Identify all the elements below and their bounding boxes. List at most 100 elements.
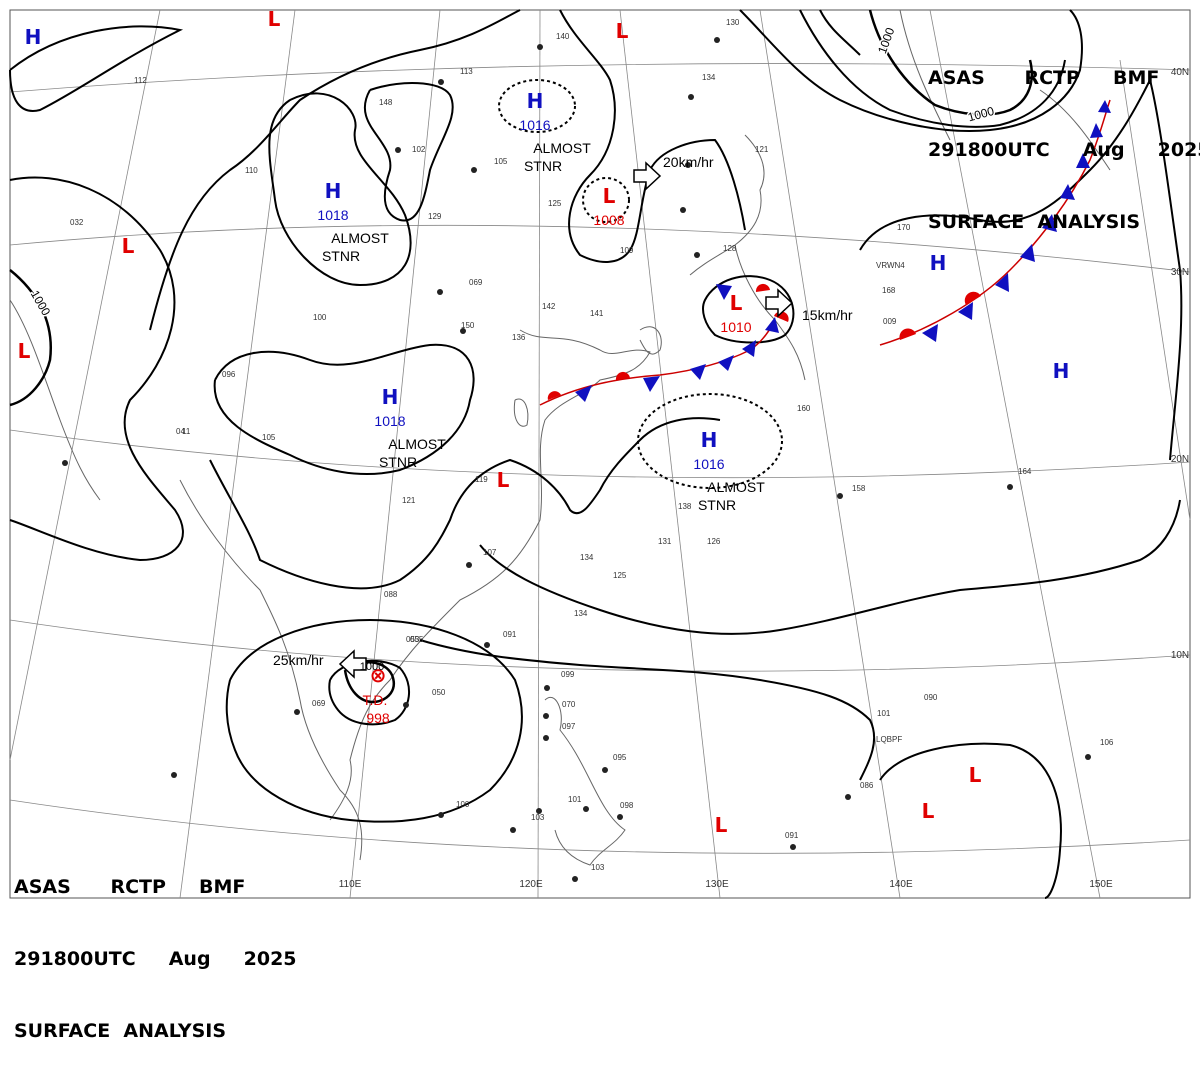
latitude-label: 10N: [1171, 650, 1189, 661]
station-pressure: 148: [379, 98, 393, 107]
low-center-6: ⊗ 998 T.D.: [363, 663, 390, 726]
longitude-line-100e: [9, 9, 161, 761]
system-letter: H: [25, 25, 42, 49]
station-pressure: 164: [1018, 467, 1032, 476]
station-labels: 140 113 148 102 105 129 125 130 134 121 109 128 170 1…: [70, 18, 1114, 872]
isobar-central-big: [209, 417, 721, 590]
longitude-line-150e: [759, 9, 901, 899]
header-top-line3: SURFACE ANALYSIS: [928, 211, 1141, 233]
latitude-line-20n: [9, 429, 1191, 479]
station-pressure: 095: [613, 753, 627, 762]
motion-note: ALMOST: [707, 479, 765, 495]
station-pressure: 091: [785, 831, 799, 840]
latitude-line-0: [9, 799, 1191, 854]
high-center-7: H: [25, 25, 42, 49]
isobar-japan-l: [702, 275, 795, 344]
station-pressure: 109: [620, 246, 634, 255]
dotted-isobar-north-h: [498, 79, 576, 133]
high-center-8: H: [930, 251, 947, 275]
station-pressure: 105: [494, 157, 508, 166]
longitude-label: 140E: [889, 879, 913, 890]
longitude-label: 130E: [705, 879, 729, 890]
system-letter: L: [497, 468, 510, 492]
central-pressure: 1018: [317, 207, 348, 223]
system-letter: L: [969, 763, 982, 787]
isobar-north-big: [149, 9, 746, 331]
station-pressure: 160: [797, 404, 811, 413]
motion-note: ALMOST: [331, 230, 389, 246]
isobar-value-label: 1000: [360, 661, 384, 673]
longitude-line-140e: [619, 9, 721, 899]
station-pressure: 050: [432, 688, 446, 697]
station-pressure: 106: [1100, 738, 1114, 747]
station-pressure: 125: [613, 571, 627, 580]
isobar-td-outer: [225, 618, 523, 823]
station-pressure: 134: [574, 609, 588, 618]
latitude-label: 40N: [1171, 67, 1189, 78]
low-center-16: L: [969, 763, 982, 787]
station-pressure: 158: [852, 484, 866, 493]
low-center-15: L: [715, 813, 728, 837]
station-pressure: 100: [456, 800, 470, 809]
system-letter: L: [616, 19, 629, 43]
high-center-2: H 1018 ALMOST STNR: [374, 385, 446, 470]
motion-labels: 20km/hr 15km/hr 25km/hr: [273, 154, 853, 668]
isobar-aleutian-2: [799, 9, 1066, 128]
longitude-line-110e: [179, 9, 296, 899]
longitude-line-120e: [349, 9, 441, 899]
station-pressure: 069: [312, 699, 326, 708]
system-letter: L: [18, 339, 31, 363]
ship-ids: VRWN4 LQBPF: [876, 261, 905, 744]
station-pressure: 134: [580, 553, 594, 562]
coast-kamchatka: [899, 9, 951, 141]
cold-front-triangles: [575, 100, 1111, 402]
isobar-se-low: [879, 742, 1062, 899]
system-letter: L: [922, 799, 935, 823]
station-pressure: 168: [882, 286, 896, 295]
station-pressure: 090: [924, 693, 938, 702]
latitude-line-10n: [9, 619, 1191, 672]
low-center-12: L: [122, 234, 135, 258]
station-pressure: 04: [176, 427, 185, 436]
station-pressure: 107: [483, 548, 497, 557]
station-pressure: 126: [707, 537, 721, 546]
graticule: [9, 9, 1191, 899]
low-center-5: L 1010: [720, 291, 751, 335]
station-pressure: 112: [134, 76, 147, 85]
station-pressure: 101: [568, 795, 582, 804]
latitude-line-40n: [9, 63, 1191, 93]
system-letter: L: [730, 291, 743, 315]
isobar-south-large: [479, 499, 1181, 635]
system-letter: H: [325, 179, 342, 203]
station-pressure: 121: [755, 145, 769, 154]
station-pressure: 096: [222, 370, 236, 379]
station-pressure: 138: [678, 502, 692, 511]
header-bottom-line2: 291800UTC Aug 2025: [14, 948, 297, 970]
central-pressure: 998: [366, 710, 390, 726]
motion-speed-label: 20km/hr: [663, 154, 714, 170]
coastlines: [9, 9, 1111, 866]
motion-note: ALMOST: [533, 140, 591, 156]
ship-identifier: VRWN4: [876, 261, 905, 270]
header-top-line2: 291800UTC Aug 2025: [928, 139, 1200, 161]
system-letter: L: [122, 234, 135, 258]
system-type-label: T.D.: [363, 692, 388, 708]
isobar-td-1000: [343, 661, 395, 704]
pressure-systems: H 1016 ALMOST STNR H 1018 ALMOST STNR H 1018 ALMOS…: [18, 7, 1070, 837]
header-bottom-left: ASAS RCTP BMF 291800UTC Aug 2025 SURFACE…: [14, 827, 297, 1067]
header-top-line1: ASAS RCTP BMF: [928, 67, 1160, 89]
front-line-east: [879, 99, 1111, 346]
station-pressure: 097: [562, 722, 576, 731]
station-dots: [62, 37, 1091, 882]
coast-indochina: [179, 479, 363, 861]
motion-note: STNR: [524, 158, 562, 174]
coast-china-east: [329, 329, 651, 821]
station-pressure: 119: [475, 475, 488, 484]
isobar-bottom: [419, 639, 876, 781]
system-letter: H: [382, 385, 399, 409]
station-pressure: 099: [561, 670, 575, 679]
station-pressure: 102: [412, 145, 426, 154]
coast-taiwan: [513, 398, 529, 427]
station-pressure: 070: [562, 700, 576, 709]
low-center-14: L: [497, 468, 510, 492]
